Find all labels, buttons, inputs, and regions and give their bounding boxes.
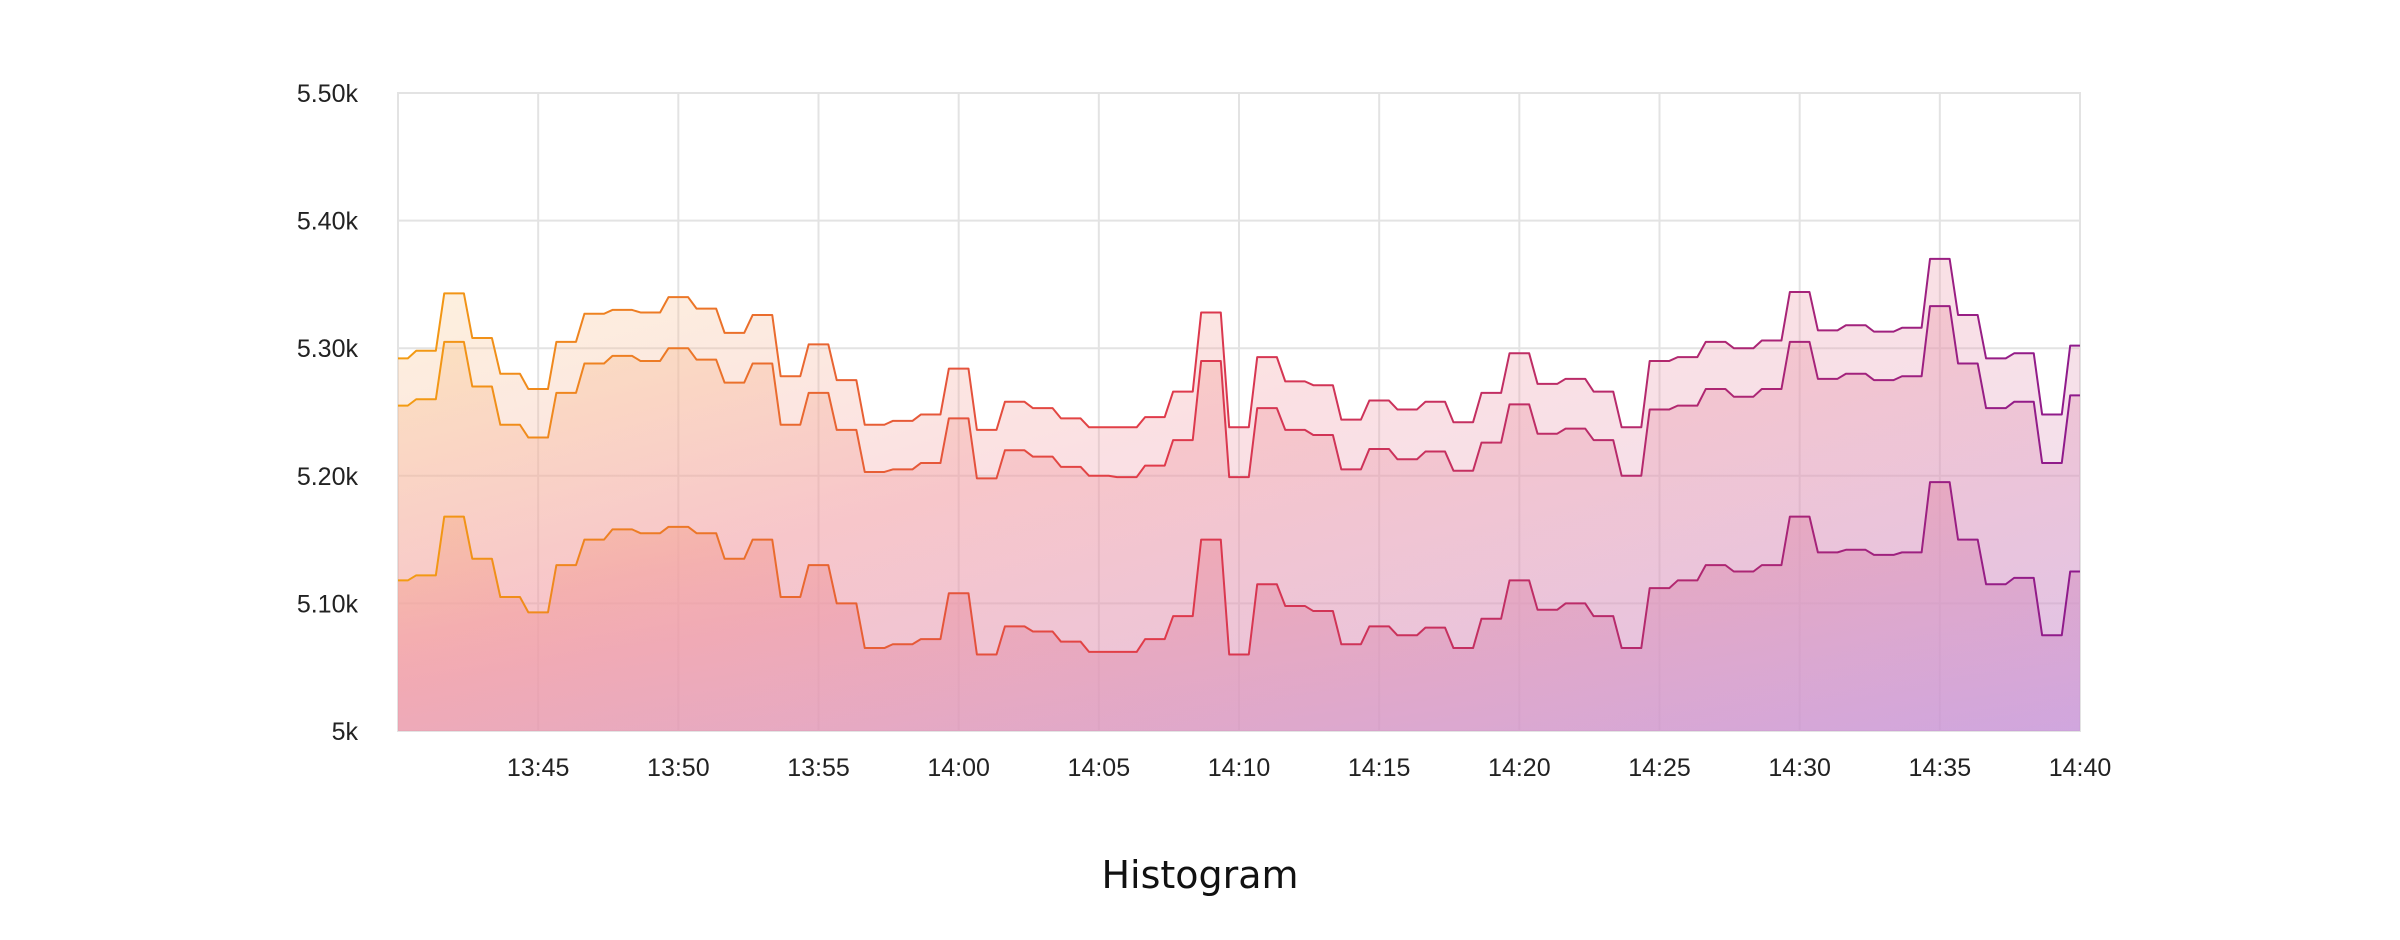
x-tick-label: 14:15	[1348, 754, 1411, 782]
x-tick-label: 14:40	[2049, 754, 2112, 782]
series-areas	[398, 258, 2080, 731]
x-tick-label: 14:10	[1208, 754, 1271, 782]
series-line-3	[398, 257, 2080, 431]
y-tick-label: 5.20k	[297, 463, 359, 491]
chart-title: Histogram	[1101, 853, 1298, 897]
x-tick-label: 14:25	[1628, 754, 1691, 782]
x-tick-label: 14:30	[1768, 754, 1831, 782]
x-tick-label: 14:20	[1488, 754, 1551, 782]
series-lines	[398, 257, 2080, 656]
series-area-3	[398, 258, 2080, 731]
x-axis: 13:45 13:50 13:55 14:00 14:05 14:10 14:15 14:20…	[507, 754, 2111, 782]
y-tick-label: 5.50k	[297, 80, 359, 108]
x-tick-label: 13:50	[647, 754, 710, 782]
y-tick-label: 5k	[332, 718, 359, 746]
y-tick-label: 5.30k	[297, 335, 359, 363]
x-tick-label: 13:55	[787, 754, 850, 782]
y-axis: 5k 5.10k 5.20k 5.30k 5.40k 5.50k	[297, 80, 359, 746]
series-line-2	[398, 305, 2080, 480]
x-tick-label: 14:05	[1068, 754, 1131, 782]
x-tick-label: 13:45	[507, 754, 570, 782]
series-line-1	[398, 481, 2080, 656]
x-tick-label: 14:00	[927, 754, 990, 782]
y-tick-label: 5.40k	[297, 208, 359, 236]
x-tick-label: 14:35	[1909, 754, 1972, 782]
y-tick-label: 5.10k	[297, 590, 359, 618]
